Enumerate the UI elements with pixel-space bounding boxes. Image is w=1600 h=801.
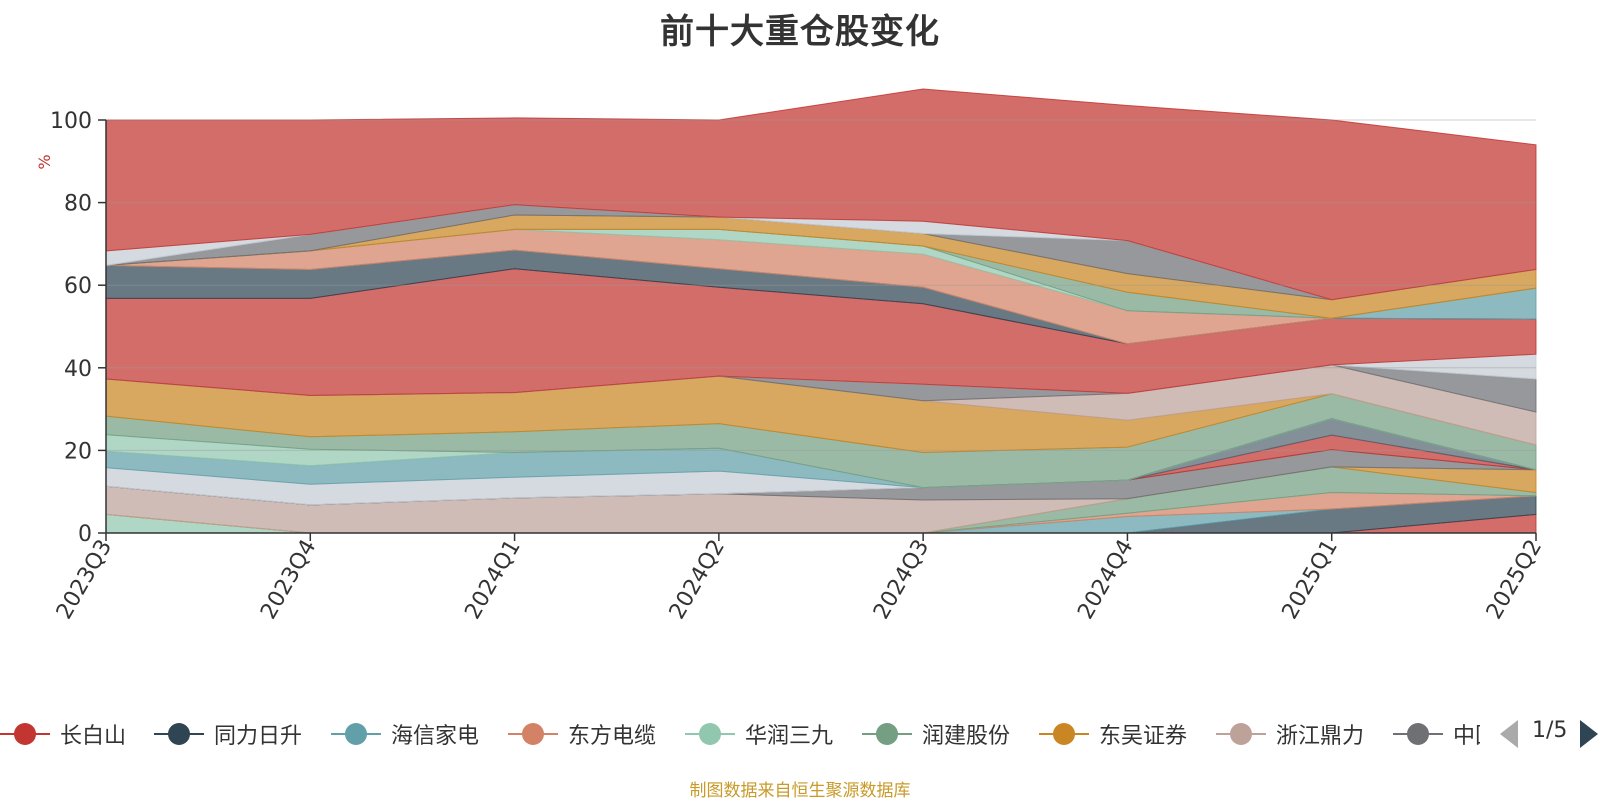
legend-marker-icon <box>685 716 735 752</box>
y-tick-label: 100 <box>50 109 92 134</box>
legend-label: 东方电缆 <box>568 724 657 749</box>
legend-label: 长白山 <box>60 724 127 749</box>
source-note: 制图数据来自恒生聚源数据库 <box>689 781 911 801</box>
legend-item[interactable]: 同力日升 <box>154 716 302 752</box>
legend-item[interactable]: 中国 <box>1393 716 1480 752</box>
legend-prev-page-icon[interactable] <box>1500 720 1518 748</box>
legend-marker-icon <box>508 716 558 752</box>
legend-marker-icon <box>862 716 912 752</box>
legend-next-page-icon[interactable] <box>1580 720 1598 748</box>
y-tick-label: 80 <box>64 192 92 217</box>
legend-pager: 1/5 <box>1500 716 1600 752</box>
legend-page-indicator: 1/5 <box>1532 718 1568 743</box>
legend-item[interactable]: 浙江鼎力 <box>1216 716 1364 752</box>
legend-label: 海信家电 <box>391 724 480 749</box>
grid-lines <box>106 119 1536 451</box>
legend-label: 同力日升 <box>214 724 303 749</box>
legend-item[interactable]: 华润三九 <box>685 716 833 752</box>
legend-marker-icon <box>0 716 50 752</box>
legend-item[interactable]: 海信家电 <box>331 716 479 752</box>
y-tick-label: 60 <box>64 274 92 299</box>
legend-marker-icon <box>331 716 381 752</box>
x-tick-label: 2025Q2 <box>1482 536 1547 624</box>
chart-title: 前十大重仓股变化 <box>660 12 940 52</box>
y-tick-label: 0 <box>78 522 92 547</box>
y-tick-label: 40 <box>64 357 92 382</box>
stacked-area-chart: 0 20 40 60 80 100 2023Q3 2023Q4 2024Q1 2024Q2 2024… <box>35 88 1547 624</box>
y-axis-unit-label: % <box>35 154 54 169</box>
x-tick-label: 2024Q4 <box>1073 536 1138 624</box>
x-tick-label: 2025Q1 <box>1278 536 1343 624</box>
legend-marker-icon <box>1393 716 1443 752</box>
legend-label: 润建股份 <box>922 724 1011 749</box>
legend-marker-icon <box>154 716 204 752</box>
legend-label: 东吴证券 <box>1099 724 1188 749</box>
area-series-group <box>105 88 1537 534</box>
x-tick-label: 2023Q4 <box>256 536 321 624</box>
y-tick-label: 20 <box>64 439 92 464</box>
legend-marker-icon <box>1039 716 1089 752</box>
legend: 长白山 同力日升 海信家电 东方电缆 华润三九 润建股份 东吴证券 浙江鼎力 中国 <box>0 716 1480 752</box>
x-tick-label: 2024Q2 <box>665 536 730 624</box>
x-tick-label: 2024Q1 <box>460 536 525 624</box>
area-series-28 <box>105 88 1537 301</box>
legend-label: 浙江鼎力 <box>1276 724 1365 749</box>
legend-label: 中国 <box>1453 724 1480 749</box>
x-tick-label: 2024Q3 <box>869 536 934 624</box>
legend-label: 华润三九 <box>745 724 834 749</box>
legend-marker-icon <box>1216 716 1266 752</box>
x-tick-label: 2023Q3 <box>52 536 117 624</box>
legend-item[interactable]: 东吴证券 <box>1039 716 1187 752</box>
legend-item[interactable]: 东方电缆 <box>508 716 656 752</box>
legend-item[interactable]: 长白山 <box>0 716 126 752</box>
legend-item[interactable]: 润建股份 <box>862 716 1010 752</box>
